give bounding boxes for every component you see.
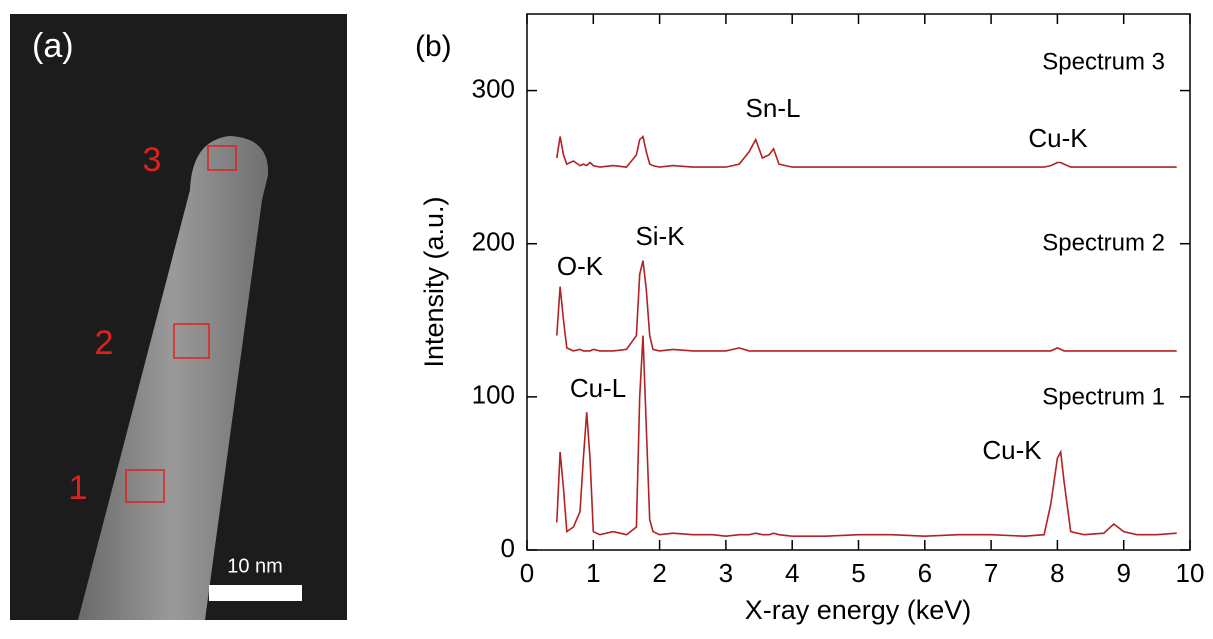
region-box: [207, 145, 237, 171]
region-label: 1: [69, 469, 88, 507]
peak-annotation: Cu-L: [570, 373, 626, 403]
panel-label: (b): [415, 30, 452, 63]
region-box: [173, 323, 210, 359]
peak-annotation: Si-K: [635, 221, 685, 251]
x-tick-label: 7: [984, 558, 998, 588]
spectrum-line: [556, 335, 1177, 538]
scale-bar: [209, 585, 302, 601]
x-tick-label: 1: [586, 558, 600, 588]
x-tick-label: 4: [785, 558, 799, 588]
x-tick-label: 3: [719, 558, 733, 588]
spectrum-line: [556, 134, 1177, 168]
x-tick-label: 2: [652, 558, 666, 588]
y-axis-label: Intensity (a.u.): [419, 196, 449, 367]
x-tick-label: 10: [1176, 558, 1205, 588]
series-label: Spectrum 3: [1042, 48, 1165, 75]
y-tick-label: 200: [472, 227, 515, 257]
x-axis-label: X-ray energy (keV): [745, 595, 972, 625]
y-tick-label: 300: [472, 73, 515, 103]
x-tick-label: 0: [520, 558, 534, 588]
peak-annotation: Cu-K: [982, 435, 1042, 465]
scale-label: 10 nm: [227, 555, 283, 577]
series-label: Spectrum 2: [1042, 229, 1165, 256]
peak-annotation: Cu-K: [1028, 123, 1088, 153]
region-label: 3: [143, 141, 162, 179]
y-tick-label: 100: [472, 380, 515, 410]
x-tick-label: 8: [1050, 558, 1064, 588]
peak-annotation: O-K: [557, 251, 604, 281]
region-label: 2: [95, 324, 114, 362]
spectrum-line: [556, 260, 1177, 352]
peak-annotation: Sn-L: [746, 93, 801, 123]
plot-frame: [526, 13, 1191, 551]
x-tick-label: 9: [1116, 558, 1130, 588]
series-label: Spectrum 1: [1042, 383, 1165, 410]
x-tick-label: 5: [851, 558, 865, 588]
x-tick-label: 6: [918, 558, 932, 588]
y-tick-label: 0: [501, 533, 515, 563]
region-box: [125, 469, 165, 503]
panel-label: (a): [32, 27, 74, 65]
